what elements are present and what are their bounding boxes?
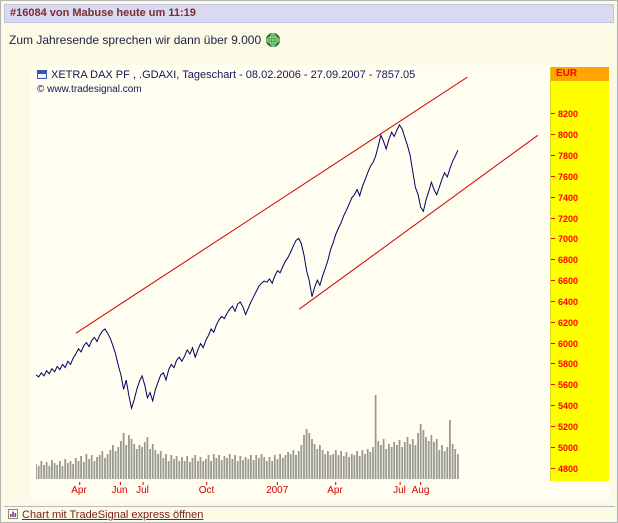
y-axis-label: 8200: [550, 109, 579, 120]
y-axis-label: 5400: [550, 401, 579, 412]
post-header-text: #16084 von Mabuse heute um 11:19: [10, 7, 196, 19]
x-axis-label: Apr: [71, 482, 87, 496]
chart-title-text: XETRA DAX PF , .GDAXI, Tageschart - 08.0…: [51, 69, 416, 81]
date-x-axis: Apr Jun Jul Oct 2007 Apr Jul Aug: [36, 481, 548, 499]
y-axis-label: 7400: [550, 192, 579, 203]
post-header: #16084 von Mabuse heute um 11:19: [4, 4, 614, 23]
y-axis-label: 7200: [550, 213, 579, 224]
y-axis-label: 5000: [550, 442, 579, 453]
y-axis-label: 6000: [550, 338, 579, 349]
tradesignal-express-link[interactable]: Chart mit TradeSignal express öffnen: [22, 509, 204, 521]
x-axis-label: Jun: [111, 482, 128, 496]
y-axis-label: 5600: [550, 380, 579, 391]
x-axis-label: Jul: [393, 482, 406, 496]
y-axis-label: 6600: [550, 276, 579, 287]
y-axis-label: 6400: [550, 296, 579, 307]
y-axis-label: 8000: [550, 130, 579, 141]
chart-panel: XETRA DAX PF , .GDAXI, Tageschart - 08.0…: [31, 65, 609, 501]
x-axis-label: Jul: [136, 482, 149, 496]
x-axis-label: 2007: [266, 482, 289, 496]
y-axis-label: 6200: [550, 317, 579, 328]
chart-copyright: © www.tradesignal.com: [37, 84, 142, 95]
post-separator: [4, 506, 615, 507]
y-axis-label: 5200: [550, 421, 579, 432]
price-chart-plot: [36, 77, 539, 479]
y-axis-label: 7600: [550, 171, 579, 182]
instrument-window-icon: [37, 70, 47, 79]
eur-currency-label: EUR: [551, 67, 609, 81]
globe-smiley-icon: [266, 33, 281, 50]
y-axis-label: 4800: [550, 463, 579, 474]
x-axis-label: Oct: [198, 482, 215, 496]
mini-chart-icon: [8, 509, 18, 522]
post-message: Zum Jahresende sprechen wir dann über 9.…: [9, 33, 281, 50]
y-axis-label: 6800: [550, 255, 579, 266]
post-message-text: Zum Jahresende sprechen wir dann über 9.…: [9, 33, 262, 47]
y-axis-label: 5800: [550, 359, 579, 370]
y-axis-label: 7000: [550, 234, 579, 245]
price-y-axis: EUR 8200 8000 7800 7600 7400 7200 7000 6800 6600…: [550, 67, 609, 481]
x-axis-label: Aug: [411, 482, 430, 496]
x-axis-label: Apr: [327, 482, 343, 496]
y-axis-label: 7800: [550, 151, 579, 162]
footer-link-row: Chart mit TradeSignal express öffnen: [8, 509, 203, 522]
chart-title: XETRA DAX PF , .GDAXI, Tageschart - 08.0…: [37, 69, 415, 81]
